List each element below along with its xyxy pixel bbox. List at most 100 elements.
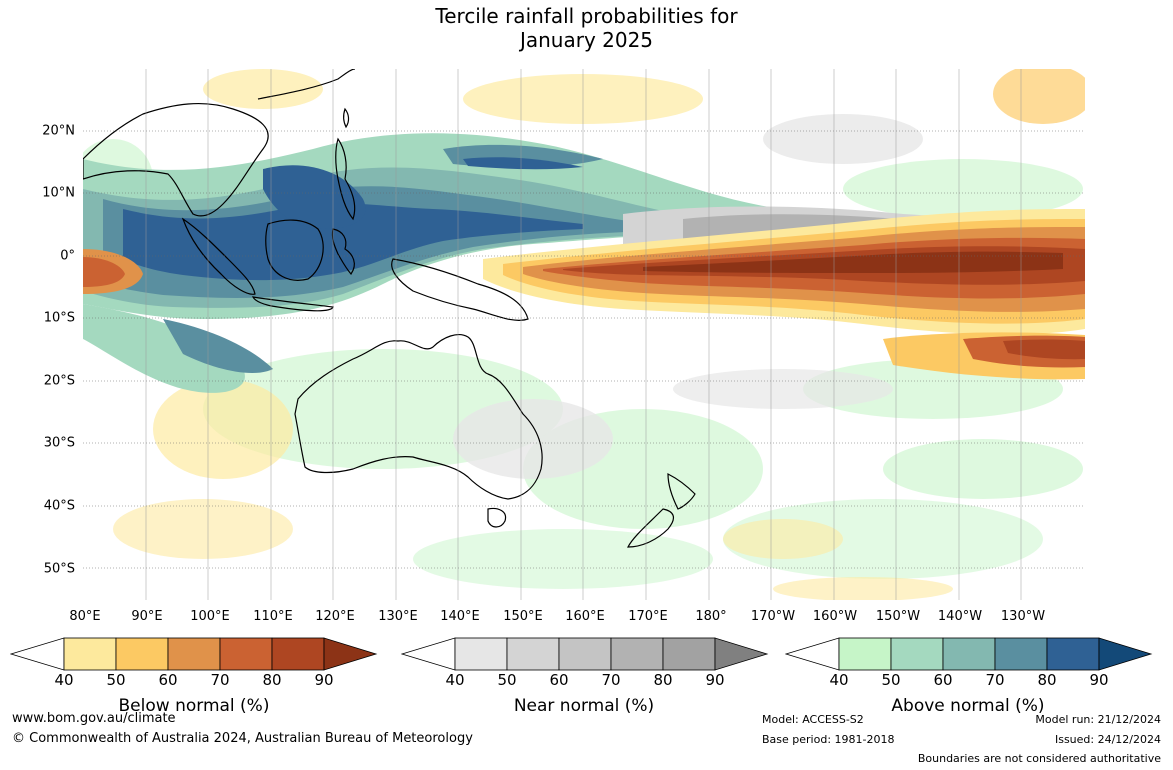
issued-text: Issued: 24/12/2024 [1054,733,1161,746]
lon-label-80e: 80°E [69,609,101,624]
lon-label-140w: 140°W [937,609,983,624]
above-colorbar-graphic [785,637,1153,671]
below-swatch-1 [63,637,117,671]
near-tick-40: 40 [445,671,465,689]
lon-label-110e: 110°E [253,609,293,624]
lon-label-90e: 90°E [131,609,163,624]
new-zealand-south-outline [627,508,675,548]
lat-label-30s: 30°S [43,435,75,451]
southeast-asia-outline [83,102,269,217]
above-tick-50: 50 [881,671,901,689]
lon-label-140e: 140°E [440,609,480,624]
lat-label-10n: 10°N [42,185,75,201]
near-swatch-2 [506,637,560,671]
lon-label-170w: 170°W [750,609,796,624]
australia-outline [294,334,543,500]
above-normal-region [83,133,783,393]
above-normal-colorbar [785,637,1153,671]
below-swatch-6 [323,637,378,671]
sulawesi-outline [331,228,355,275]
above-tick-90: 90 [1089,671,1109,689]
lon-label-130e: 130°E [378,609,418,624]
gridlines [83,130,1085,569]
near-tick-70: 70 [601,671,621,689]
lon-label-170e: 170°E [628,609,668,624]
taiwan-outline [343,107,350,129]
land-outlines [83,69,696,548]
above-swatch-0 [785,637,840,671]
near-normal-title: Near normal (%) [513,696,655,716]
below-tick-40: 40 [54,671,74,689]
above-swatch-3 [942,637,996,671]
above-tick-60: 60 [933,671,953,689]
lon-label-150e: 150°E [503,609,543,624]
near-tick-60: 60 [549,671,569,689]
lon-label-160w: 160°W [812,609,858,624]
lon-label-160e: 160°E [565,609,605,624]
lat-label-20s: 20°S [43,373,75,389]
lat-label-40s: 40°S [43,498,75,514]
new-guinea-outline [391,258,529,321]
below-swatch-2 [115,637,169,671]
below-swatch-3 [167,637,221,671]
below-swatch-4 [219,637,273,671]
lat-label-50s: 50°S [43,561,75,577]
near-swatch-6 [714,637,769,671]
title-line-2: January 2025 [519,28,654,52]
model-text: Model: ACCESS-S2 [762,713,864,726]
near-normal-colorbar [401,637,769,671]
near-swatch-4 [610,637,664,671]
new-zealand-north-outline [667,473,696,510]
rainfall-probability-map [83,69,1085,600]
lon-label-130w: 130°W [1000,609,1046,624]
near-colorbar-graphic [401,637,769,671]
borneo-outline [265,219,324,281]
lat-label-0: 0° [60,248,75,264]
below-tick-70: 70 [210,671,230,689]
below-colorbar-graphic [10,637,378,671]
lat-label-10s: 10°S [43,310,75,326]
china-coast-outline [257,69,356,100]
near-swatch-3 [558,637,612,671]
lon-label-180: 180° [695,609,727,624]
below-normal-title: Below normal (%) [118,696,270,716]
tasmania-outline [487,507,507,528]
below-normal-colorbar [10,637,378,671]
below-tick-50: 50 [106,671,126,689]
near-swatch-5 [662,637,716,671]
above-swatch-6 [1098,637,1153,671]
sumatra-outline [181,217,256,295]
lon-label-100e: 100°E [190,609,230,624]
title-line-1: Tercile rainfall probabilities for [435,4,738,28]
base-period-text: Base period: 1981-2018 [762,733,895,746]
above-normal-title: Above normal (%) [891,696,1045,716]
near-swatch-0 [401,637,456,671]
website-link[interactable]: www.bom.gov.au/climate [12,711,176,726]
below-tick-60: 60 [158,671,178,689]
philippines-outline [335,137,356,221]
above-swatch-4 [994,637,1048,671]
below-normal-region [83,209,1085,380]
below-swatch-0 [10,637,65,671]
below-swatch-5 [271,637,325,671]
java-outline [251,296,334,312]
copyright-text: © Commonwealth of Australia 2024, Austra… [12,731,473,746]
map-title: Tercile rainfall probabilities for Janua… [0,4,1173,52]
above-swatch-5 [1046,637,1100,671]
lon-label-150w: 150°W [875,609,921,624]
above-swatch-1 [838,637,892,671]
model-run-text: Model run: 21/12/2024 [1035,713,1161,726]
below-tick-90: 90 [314,671,334,689]
above-swatch-2 [890,637,944,671]
above-tick-70: 70 [985,671,1005,689]
below-tick-80: 80 [262,671,282,689]
meridians [145,69,1022,600]
disclaimer-text: Boundaries are not considered authoritat… [917,752,1161,765]
near-tick-90: 90 [705,671,725,689]
near-swatch-1 [454,637,508,671]
lon-label-120e: 120°E [315,609,355,624]
near-tick-80: 80 [653,671,673,689]
above-tick-40: 40 [829,671,849,689]
above-tick-80: 80 [1037,671,1057,689]
lat-label-20n: 20°N [42,123,75,139]
